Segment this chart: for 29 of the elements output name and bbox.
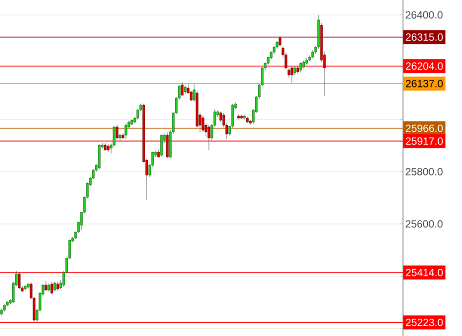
candlestick bbox=[290, 66, 294, 84]
candlestick bbox=[166, 132, 169, 158]
candlestick bbox=[202, 115, 204, 133]
candlestick bbox=[116, 124, 118, 141]
candlestick bbox=[278, 36, 282, 46]
candlestick bbox=[180, 82, 184, 96]
ref-line-label: 25966.0 bbox=[406, 124, 443, 132]
candlestick bbox=[208, 124, 210, 150]
candlestick bbox=[160, 134, 163, 157]
ref-line-label: 25414.0 bbox=[406, 268, 443, 276]
y-tick-label: 25600.0 bbox=[406, 220, 443, 228]
candlestick bbox=[98, 144, 101, 170]
candlestick bbox=[18, 272, 21, 290]
ref-line-label: 25917.0 bbox=[406, 137, 443, 145]
ref-line-label: 26137.0 bbox=[406, 80, 443, 88]
candlestick bbox=[294, 66, 296, 76]
candlestick bbox=[44, 281, 48, 292]
candlestick bbox=[54, 282, 56, 292]
ref-line-label: 26315.0 bbox=[406, 33, 443, 41]
candlestick bbox=[190, 90, 192, 102]
ref-line-label: 26204.0 bbox=[406, 62, 443, 70]
candlestick bbox=[124, 123, 128, 140]
candlestick bbox=[118, 134, 122, 142]
y-tick-label: 26400.0 bbox=[406, 11, 443, 19]
candlestick bbox=[237, 114, 240, 120]
candlestick bbox=[50, 282, 54, 295]
y-tick-label: 25800.0 bbox=[406, 168, 443, 176]
candlestick bbox=[300, 62, 302, 73]
ref-line-label: 25223.0 bbox=[406, 318, 443, 326]
